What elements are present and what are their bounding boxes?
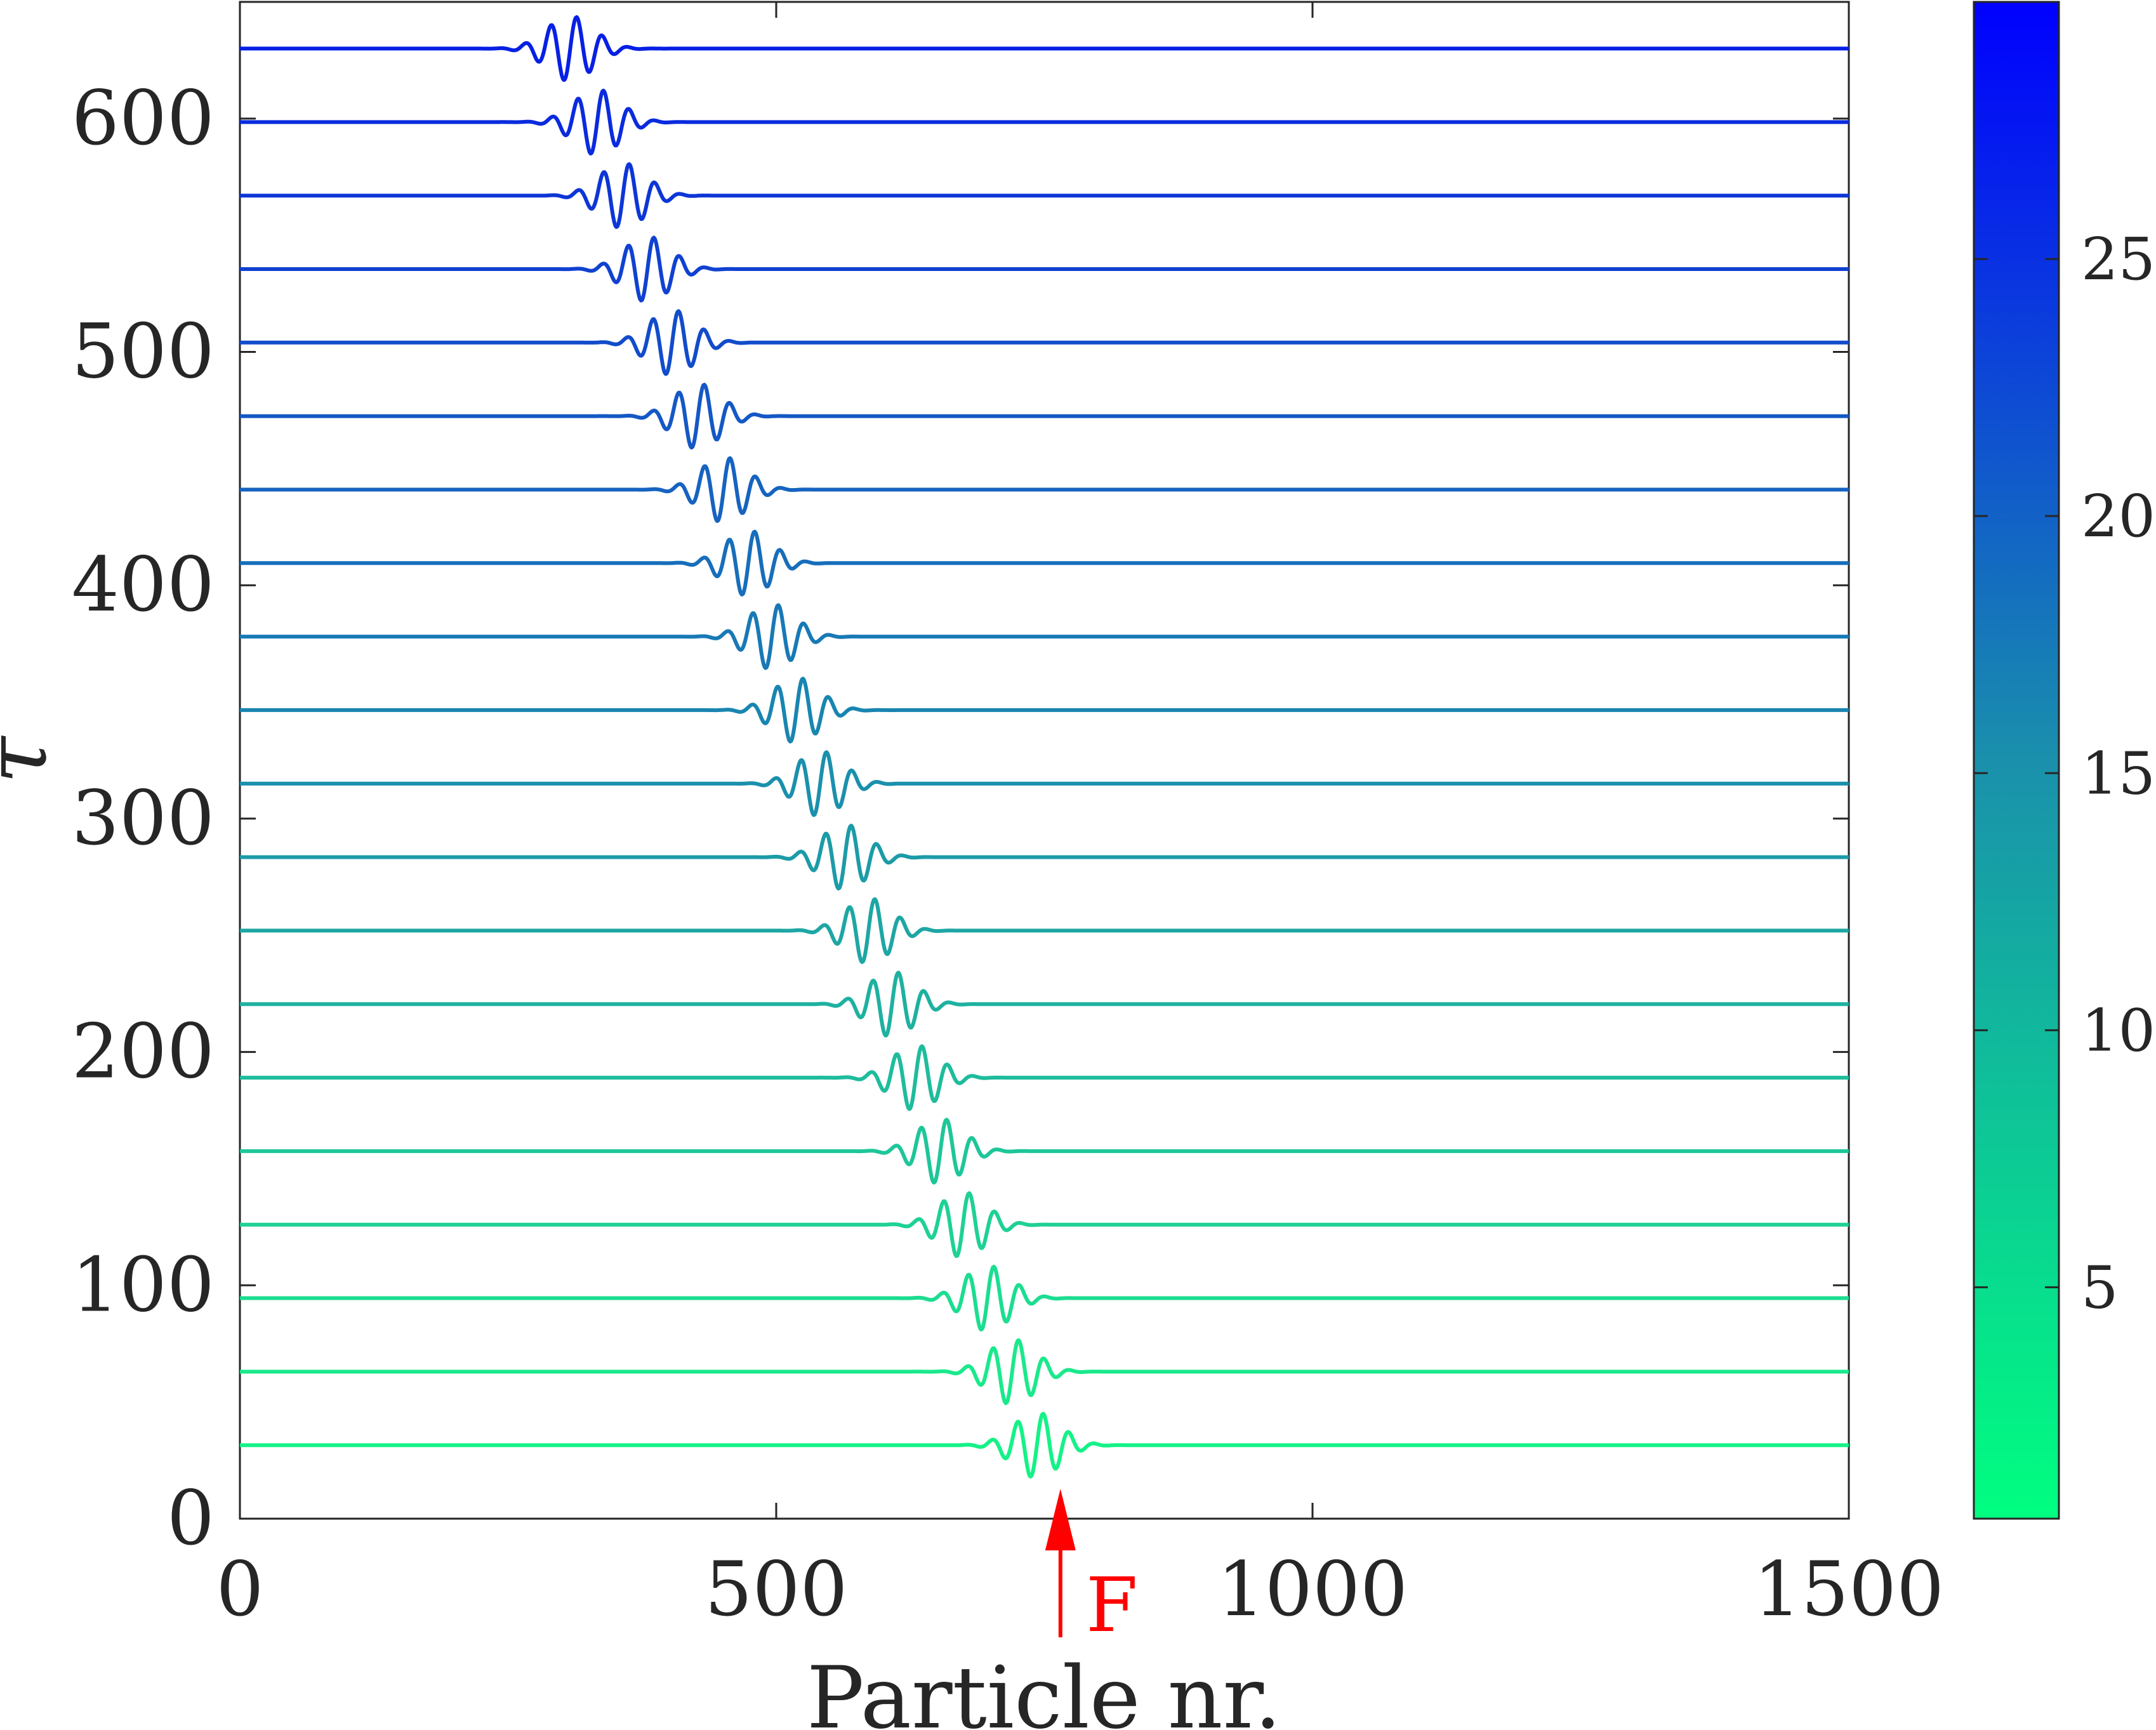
series-trace-9 (239, 824, 1850, 891)
series-trace-16 (239, 309, 1850, 376)
series-trace-3 (239, 1264, 1850, 1332)
series-trace-7 (239, 970, 1850, 1038)
y-tick-label: 600 (72, 74, 215, 162)
y-tick-label: 0 (167, 1474, 215, 1562)
x-axis-title: Particle nr. (807, 1648, 1281, 1730)
series-trace-15 (239, 383, 1850, 450)
y-tick-label: 200 (72, 1008, 215, 1095)
series-trace-14 (239, 456, 1850, 524)
series-trace-11 (239, 677, 1850, 744)
colorbar-tick-label: 20 (2081, 482, 2155, 550)
series-trace-5 (239, 1118, 1850, 1185)
colorbar-ticks: 5 10 15 20 25 (1974, 225, 2155, 1321)
x-tick-label: 500 (704, 1545, 847, 1633)
series-trace-10 (239, 750, 1850, 817)
series-trace-4 (239, 1191, 1850, 1258)
series-trace-13 (239, 529, 1850, 597)
x-tick-label: 1000 (1217, 1545, 1408, 1633)
series-trace-6 (239, 1044, 1850, 1111)
force-arrow-head (1045, 1489, 1076, 1550)
y-axis-ticks: 0 100 200 300 400 500 600 (72, 74, 1849, 1562)
y-tick-label: 400 (72, 541, 215, 628)
x-tick-label: 1500 (1754, 1545, 1944, 1633)
plot-area (239, 1, 1850, 1520)
series-trace-17 (239, 235, 1850, 303)
colorbar-tick-label: 5 (2081, 1253, 2119, 1321)
colorbar (1973, 1, 2060, 1520)
y-tick-label: 300 (72, 774, 215, 862)
series-trace-8 (239, 897, 1850, 964)
colorbar-tick-label: 10 (2081, 996, 2155, 1064)
colorbar-tick-label: 25 (2081, 225, 2155, 293)
colorbar-tick-label: 15 (2081, 739, 2155, 807)
x-axis-ticks: 0 500 1000 1500 (216, 2, 1944, 1633)
y-tick-label: 500 (72, 308, 215, 395)
series-trace-20 (239, 15, 1850, 83)
y-tick-label: 100 (72, 1241, 215, 1328)
waterfall-traces (239, 15, 1850, 1479)
force-label: F (1086, 1561, 1138, 1649)
series-trace-19 (239, 88, 1850, 155)
series-trace-2 (239, 1338, 1850, 1405)
series-trace-1 (239, 1411, 1850, 1479)
force-marker: F (1045, 1489, 1138, 1649)
series-trace-12 (239, 603, 1850, 670)
series-trace-18 (239, 162, 1850, 229)
x-tick-label: 0 (216, 1545, 263, 1633)
y-axis-title: τ (0, 735, 66, 784)
